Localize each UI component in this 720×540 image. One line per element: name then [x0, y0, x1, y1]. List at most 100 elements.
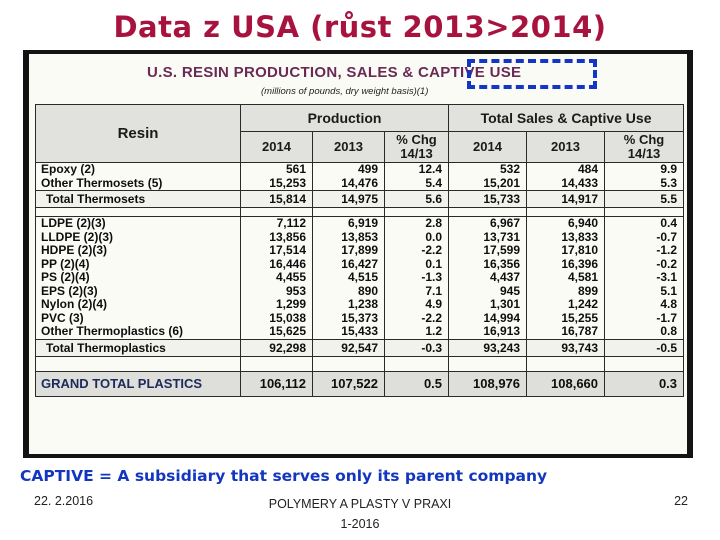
thermoplastics-row-1-pchg: 0.0 [425, 229, 443, 244]
thermosets-sales-2013: 484 14,433 [526, 162, 606, 191]
thermoplastics-row-6-s2014: 1,301 [489, 297, 521, 311]
thermoplastics-row-2-s2014: 17,599 [483, 243, 521, 257]
cell-sales-2013: 108,660 [526, 370, 606, 397]
thermoplastics-row-2-s2013: 17,810 [561, 243, 599, 257]
thermosets-row-0-name: Epoxy (2) [41, 162, 96, 176]
cell-production-change: -0.3 [383, 338, 450, 357]
thermoplastics-row-4-schg: -3.1 [656, 270, 678, 284]
thermoplastics-row-4-p2013: 4,515 [347, 270, 378, 284]
thermoplastics-row-1-name: LLDPE (2)(3) [41, 229, 113, 244]
thermosets-row-1-name: Other Thermosets (5) [41, 175, 163, 190]
thermosets-row-0-s2013: 484 [577, 162, 599, 176]
thermosets-row-0-s2014: 532 [499, 162, 521, 176]
thermoplastics-row-0-schg: 0.4 [660, 216, 678, 230]
header-row-years: 2014 2013 % Chg 14/13 2014 2013 % Chg 14/1… [36, 131, 685, 163]
production-change-header: % Chg 14/13 [383, 131, 450, 163]
thermoplastics-row-8-schg: 0.8 [660, 324, 678, 338]
thermoplastics-row-6-name: Nylon (2)(4) [41, 297, 107, 311]
thermoplastics-row-0-s2014: 6,967 [489, 216, 521, 230]
footer-date: 22. 2.2016 [34, 494, 94, 508]
thermoplastics-row-2-name: HDPE (2)(3) [41, 243, 108, 257]
thermoplastics-row-3-p2013: 16,427 [341, 256, 378, 271]
production-2014-header: 2014 [240, 131, 313, 163]
thermosets-production-2014: 561 15,253 [240, 162, 313, 191]
thermoplastics-row-4-p2014: 4,455 [275, 270, 306, 284]
thermoplastics-row-2-schg: -1.2 [656, 243, 678, 257]
page-number: 22 [674, 494, 688, 508]
thermoplastics-row-6-pchg: 4.9 [425, 297, 443, 311]
captive-use-highlight-box [467, 59, 597, 89]
cell-sales-2013: 14,917 [526, 190, 606, 208]
row-label: GRAND TOTAL PLASTICS [35, 370, 241, 397]
thermosets-row-1-pchg: 5.4 [425, 175, 443, 190]
production-header: Production [239, 104, 450, 132]
thermosets-row-1-schg: 5.3 [660, 175, 678, 190]
table-subtitle: (millions of pounds, dry weight basis)(1… [261, 86, 429, 97]
thermoplastics-row-3-pchg: 0.1 [425, 256, 443, 271]
total-thermosets-row: Total Thermosets 15,814 14,975 5.6 15,73… [35, 190, 685, 208]
sales-captive-header: Total Sales & Captive Use [448, 104, 685, 132]
footer-title-line2: 1-2016 [340, 517, 380, 531]
thermoplastics-row-8-s2014: 16,913 [483, 324, 521, 338]
cell-sales-change: -0.5 [604, 338, 685, 357]
thermoplastics-row-0-p2014: 7,112 [276, 216, 306, 230]
cell-sales-2014: 93,243 [448, 338, 528, 357]
table-title: U.S. RESIN PRODUCTION, SALES & CAPTIVE U… [147, 64, 522, 81]
cell-production-2014: 106,112 [240, 370, 313, 397]
thermoplastics-row-3-p2014: 16,446 [269, 256, 306, 271]
thermoplastics-row-6-s2013: 1,242 [567, 297, 599, 311]
thermosets-sales-change: 9.9 5.3 [604, 162, 685, 191]
cell-production-2014: 92,298 [240, 338, 313, 357]
thermoplastics-row-4-pchg: -1.3 [421, 270, 443, 284]
thermoplastics-row-7-name: PVC (3) [41, 310, 84, 325]
thermoplastics-row-0-s2013: 6,940 [567, 216, 599, 230]
thermoplastics-row-5-s2014: 945 [499, 283, 521, 298]
thermoplastics-group: LDPE (2)(3) LLDPE (2)(3) HDPE (2)(3) PP (2)… [35, 216, 685, 340]
thermosets-row-1-s2014: 15,201 [483, 175, 521, 190]
cell-production-2013: 92,547 [312, 338, 385, 357]
thermoplastics-row-3-s2013: 16,396 [561, 256, 599, 271]
sales-2013-header: 2013 [526, 131, 606, 163]
cell-sales-2014: 15,733 [448, 190, 528, 208]
cell-production-change: 5.6 [383, 190, 450, 208]
thermoplastics-row-4-s2014: 4,437 [489, 270, 521, 284]
cell-production-change: 0.5 [383, 370, 450, 397]
thermoplastics-row-6-p2014: 1,299 [275, 297, 306, 311]
grand-total-row: GRAND TOTAL PLASTICS 106,112 107,522 0.5… [35, 370, 685, 397]
thermoplastics-row-5-schg: 5.1 [660, 283, 678, 298]
thermoplastics-row-5-s2013: 899 [577, 283, 599, 298]
thermoplastics-row-1-s2013: 13,833 [561, 229, 599, 244]
thermoplastics-row-8-p2013: 15,433 [341, 324, 378, 338]
thermosets-production-change: 12.4 5.4 [383, 162, 450, 191]
thermosets-names: Epoxy (2) Other Thermosets (5) [35, 162, 241, 191]
thermoplastics-row-7-p2013: 15,373 [341, 310, 378, 325]
spacer-row [35, 355, 685, 372]
thermoplastics-sales-change: 0.4 -0.7 -1.2 -0.2 -3.1 5.1 4.8 -1.7 0.8 [604, 216, 685, 340]
thermosets-row-0-p2013: 499 [357, 162, 378, 176]
cell-sales-2014: 108,976 [448, 370, 528, 397]
thermoplastics-row-2-p2014: 17,514 [269, 243, 306, 257]
footer-title-line1: POLYMERY A PLASTY V PRAXI [268, 497, 452, 511]
row-label: Total Thermoplastics [35, 338, 241, 357]
resin-table: Resin Production Total Sales & Captive U… [35, 104, 685, 397]
thermoplastics-sales-2014: 6,967 13,731 17,599 16,356 4,437 945 1,301 14,9… [448, 216, 528, 340]
row-label: Total Thermosets [35, 190, 241, 208]
thermoplastics-row-0-name: LDPE (2)(3) [41, 216, 106, 230]
thermoplastics-row-1-s2014: 13,731 [483, 229, 521, 244]
spacer-row [35, 207, 685, 217]
thermoplastics-row-7-p2014: 15,038 [269, 310, 306, 325]
thermosets-row-1-p2014: 15,253 [269, 175, 306, 190]
thermoplastics-production-change: 2.8 0.0 -2.2 0.1 -1.3 7.1 4.9 -2.2 1.2 [383, 216, 450, 340]
thermoplastics-row-6-schg: 4.8 [660, 297, 678, 311]
thermoplastics-row-3-schg: -0.2 [656, 256, 678, 271]
slide-title: Data z USA (růst 2013>2014) [113, 10, 607, 44]
thermoplastics-row-2-pchg: -2.2 [421, 243, 443, 257]
thermoplastics-row-8-s2013: 16,787 [561, 324, 599, 338]
total-thermoplastics-row: Total Thermoplastics 92,298 92,547 -0.3 … [35, 338, 685, 357]
thermoplastics-row-4-s2013: 4,581 [567, 270, 599, 284]
thermoplastics-row-4-name: PS (2)(4) [41, 270, 90, 284]
sales-change-header: % Chg 14/13 [604, 131, 685, 163]
thermoplastics-row-7-s2013: 15,255 [561, 310, 599, 325]
thermoplastics-row-1-p2013: 13,853 [341, 229, 378, 244]
cell-production-2013: 14,975 [312, 190, 385, 208]
